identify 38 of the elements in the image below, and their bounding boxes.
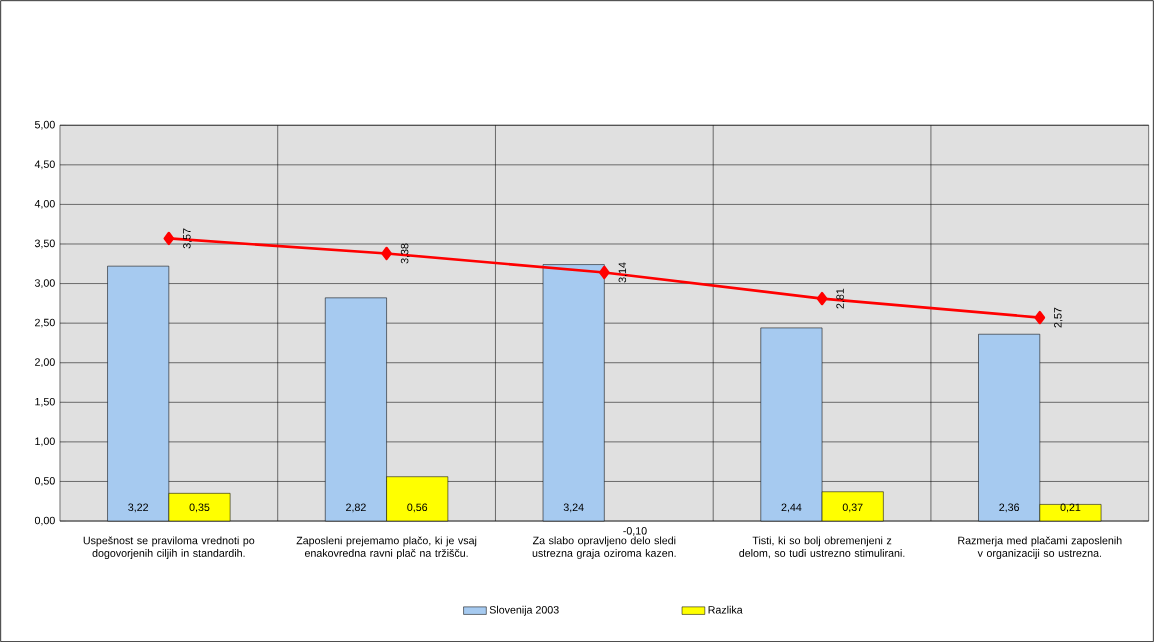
data-label: 0,56 <box>407 503 428 513</box>
y-tick-label: 1,50 <box>35 397 55 407</box>
data-label: 3,38 <box>400 243 410 264</box>
x-tick-label: Za slabo opravljeno delo sledi ustrezna graja oziroma kazen. <box>532 536 676 559</box>
y-tick-label: 4,50 <box>34 160 55 170</box>
data-label: 3,24 <box>563 503 584 513</box>
point <box>816 291 828 306</box>
point <box>598 265 610 280</box>
data-label: 2,57 <box>1054 307 1063 328</box>
y-tick-label: 0,00 <box>34 516 55 526</box>
data-label: 0,37 <box>842 503 863 513</box>
data-label: 2,44 <box>781 503 802 513</box>
legend-label: Razlika <box>708 605 743 614</box>
x-tick-label: Tisti, ki so bolj obremenjeni z delom, so tudi ustrezno stimulirani. <box>739 536 905 558</box>
y-tick-label: 2,00 <box>35 358 55 367</box>
y-tick-label: 2,50 <box>35 318 55 328</box>
data-label: 2,82 <box>346 503 366 513</box>
point <box>1034 310 1046 325</box>
data-label: 2,36 <box>999 503 1020 513</box>
x-tick-label: Uspešnost se praviloma vrednoti po dogovorjenih ciljih in standardih. <box>83 536 255 559</box>
y-tick-label: 1,00 <box>35 437 55 447</box>
x-tick-label: Razmerja med plačami zaposlenih v organizaciji so ustrezna. <box>958 536 1122 559</box>
data-label: 3,14 <box>618 262 628 283</box>
data-label: 0,21 <box>1060 503 1081 513</box>
data-label: 3,57 <box>183 228 192 249</box>
y-tick-label: 4,00 <box>34 199 55 209</box>
data-label: 2,81 <box>836 288 846 309</box>
x-tick-label: Zaposleni prejemamo plačo, ki je vsaj enakovredna ravni plač na tržišču. <box>296 536 477 559</box>
point <box>381 246 392 261</box>
y-tick-label: 0,50 <box>34 476 55 486</box>
text: -0,10 <box>623 526 647 536</box>
data-label: 3,22 <box>128 503 149 513</box>
data-label: 0,35 <box>189 503 210 513</box>
legend-label: Slovenija 2003 <box>489 605 559 616</box>
point <box>163 231 175 245</box>
y-tick-label: 5,00 <box>34 120 55 130</box>
y-tick-label: 3,50 <box>34 239 55 249</box>
y-tick-label: 3,00 <box>34 279 55 288</box>
